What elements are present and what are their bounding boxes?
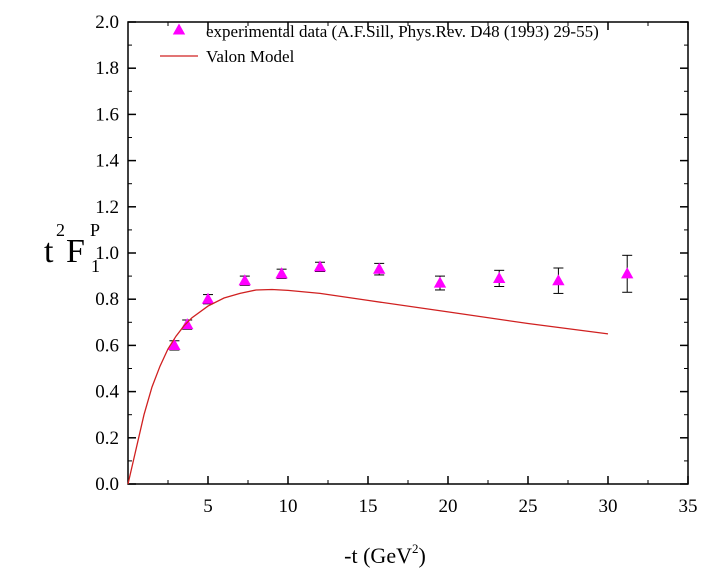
triangle-marker [373,262,386,274]
y-tick-label: 0.4 [95,382,119,403]
x-tick-label: 20 [439,496,458,517]
legend-label: Valon Model [206,47,295,66]
y-label-f-superscript: P [90,220,100,240]
x-tick-label: 35 [679,496,698,517]
triangle-marker [313,260,327,272]
y-tick-label: 0.8 [95,289,119,310]
data-point [313,260,327,272]
y-label-f-subscript: 1 [91,256,100,276]
y-tick-label: 0.2 [95,428,119,449]
y-label-t-superscript: 2 [56,220,65,240]
triangle-marker [238,274,251,286]
data-point [552,267,565,294]
triangle-marker [493,271,506,283]
y-tick-label: 1.6 [95,104,119,125]
data-point [621,254,634,293]
data-point [433,275,447,291]
y-axis-label: 2 t F P 1 [44,220,100,276]
triangle-marker [433,276,447,288]
triangle-marker [168,338,181,350]
plot-frame [127,21,689,485]
x-axis-label: -t (GeV2) [344,541,426,568]
x-tick-label: 5 [203,496,213,517]
triangle-marker [552,274,565,286]
legend-triangle-swatch [172,23,186,35]
legend: experimental data (A.F.Sill, Phys.Rev. D… [160,22,599,66]
data-point [168,338,181,351]
y-label-t: t [44,233,54,270]
y-tick-label: 1.0 [95,243,119,264]
data-point [493,269,506,287]
x-tick-label: 25 [519,496,538,517]
y-tick-label: 2.0 [95,12,119,33]
y-tick-label: 1.4 [95,151,119,172]
series-layer [127,254,634,485]
y-tick-label: 0.0 [95,474,119,495]
x-tick-label: 10 [279,496,298,517]
data-point [201,292,215,305]
y-tick-label: 1.2 [95,197,119,218]
y-tick-label: 1.8 [95,58,119,79]
x-tick-label: 15 [359,496,378,517]
valon-model-line [127,288,609,485]
triangle-marker [201,292,215,304]
y-tick-label: 0.6 [95,335,119,356]
triangle-marker [621,267,634,279]
y-label-f: F [66,233,85,270]
plot-area [127,21,689,485]
x-tick-label: 30 [599,496,618,517]
legend-label: experimental data (A.F.Sill, Phys.Rev. D… [206,22,599,41]
axes: 5 10 15 20 25 30 35 0.0 0.2 0.4 0.6 0.8 1.0 1.2 1.4 1.6… [95,12,697,517]
data-point [373,262,386,276]
data-point [275,267,288,279]
data-point [238,274,251,286]
triangle-marker [275,267,288,279]
